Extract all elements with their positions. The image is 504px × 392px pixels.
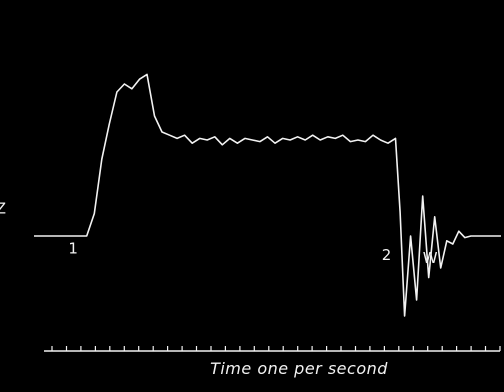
annotation-z: Z [0, 200, 6, 218]
trace-line [34, 73, 501, 317]
annotation-1: 1 [68, 240, 78, 258]
annotation-group: Z 1 2 W [0, 200, 438, 268]
annotation-w: W [423, 249, 438, 267]
trace-group [34, 73, 501, 317]
annotation-2: 2 [382, 246, 392, 264]
time-axis-label: Time one per second [210, 359, 388, 378]
time-axis [44, 346, 501, 352]
